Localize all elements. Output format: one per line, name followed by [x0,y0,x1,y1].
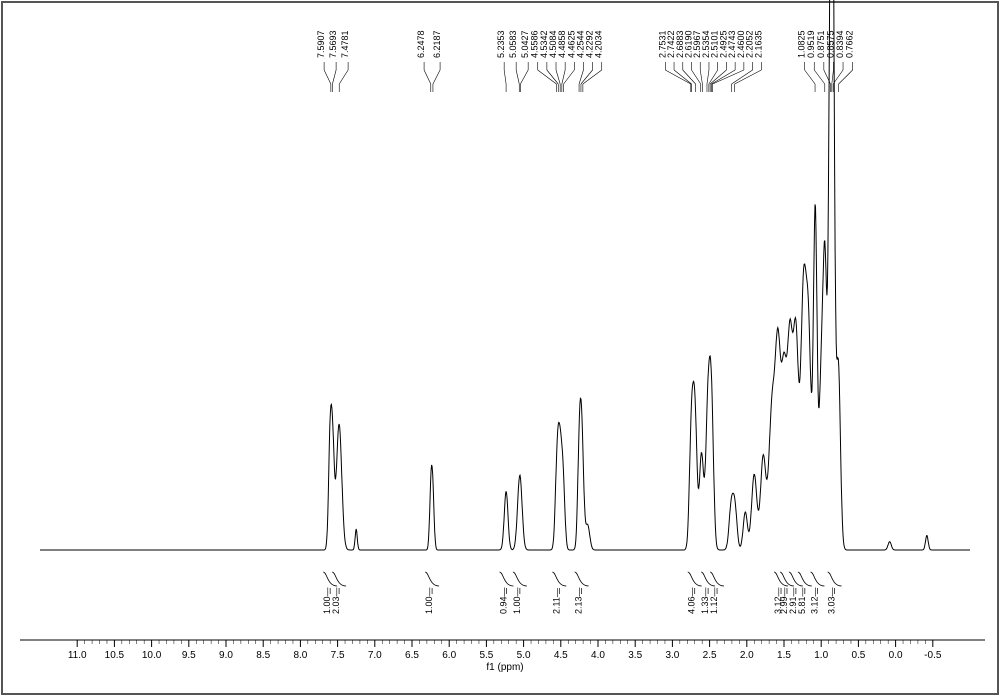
integral-curve [810,572,824,586]
integral-curve [425,572,439,586]
x-tick-label: -0.5 [924,650,942,661]
integral-value: 3.03— [827,587,837,614]
integral-curve [701,572,715,586]
integral-curve [710,572,724,586]
x-tick-label: 10.5 [105,650,125,661]
x-tick-label: 5.5 [479,650,493,661]
integral-value: 2.03— [331,587,341,614]
x-tick-label: 3.0 [665,650,679,661]
x-tick-label: 10.0 [142,650,162,661]
peak-label: 0.8751 [816,30,826,58]
x-tick-label: 11.0 [68,650,87,661]
x-tick-label: 5.0 [517,650,531,661]
peak-label: 6.2187 [432,30,442,58]
x-axis-label: f1 (ppm) [486,662,523,673]
peak-label: 5.2353 [496,30,506,58]
integral-curve [552,572,566,586]
integral-curve [798,572,812,586]
nmr-figure: 11.0 10.5 10.0 9.5 9.0 8.5 8.0 7.5 7.0 6.5 6.0 5.5 5… [0,0,1000,696]
integral-curve [513,572,527,586]
peak-label: 7.5693 [328,30,338,58]
x-tick-label: 4.5 [554,650,568,661]
integral-curve [332,572,346,586]
x-tick-label: 9.0 [219,650,233,661]
peak-label: 2.1635 [753,30,763,58]
nmr-svg: 11.0 10.5 10.0 9.5 9.0 8.5 8.0 7.5 7.0 6.5 6.0 5.5 5… [0,0,1000,696]
integral-curve [828,572,842,586]
integral-value: 2.13— [574,587,584,614]
x-tick-label: 2.5 [703,650,717,661]
integral-value: 0.94— [498,587,508,614]
x-tick-label: 1.0 [814,650,828,661]
integral-value: 1.00— [424,587,434,614]
x-tick-label: 1.5 [777,650,791,661]
x-tick-label: 0.5 [851,650,865,661]
x-tick-label: 2.0 [740,650,754,661]
integral-value: 5.81— [797,587,807,614]
integral-value: 2.11— [551,588,561,614]
integral-value: 1.00— [512,587,522,614]
x-tick-label: 4.0 [591,650,605,661]
x-tick-label: 7.5 [331,650,345,661]
x-tick-label: 7.0 [368,650,382,661]
integral-value: 3.12— [809,587,819,614]
peak-label: 0.8394 [835,30,845,58]
integral-curve [575,572,589,586]
x-tick-label: 9.5 [182,650,196,661]
peak-label: 0.7662 [845,30,855,58]
peak-label: 6.2478 [416,30,426,58]
integral-value: 1.12— [709,587,719,614]
integral-curve [789,572,803,586]
x-tick-label: 6.5 [405,650,419,661]
peak-label: 4.2034 [594,30,604,58]
integral-curve [688,572,702,586]
integral-curve [774,572,788,586]
peak-label: 1.0825 [797,30,807,58]
x-tick-label: 6.0 [442,650,456,661]
x-tick-label: 3.5 [628,650,642,661]
peak-label: 7.5907 [316,30,326,58]
integral-value: 4.06— [687,587,697,614]
integral-curve [323,572,337,586]
x-tick-label: 8.0 [293,650,307,661]
spectrum-trace [40,0,970,550]
peak-label: 7.4781 [340,30,350,58]
peak-label: 5.0583 [508,30,518,58]
x-tick-label: 0.0 [889,650,903,661]
peak-label: 5.0427 [520,30,530,58]
peak-label: 0.8575 [825,30,835,58]
integral-curve [499,572,513,586]
peak-label: 0.9519 [806,30,816,58]
x-tick-label: 8.5 [256,650,270,661]
